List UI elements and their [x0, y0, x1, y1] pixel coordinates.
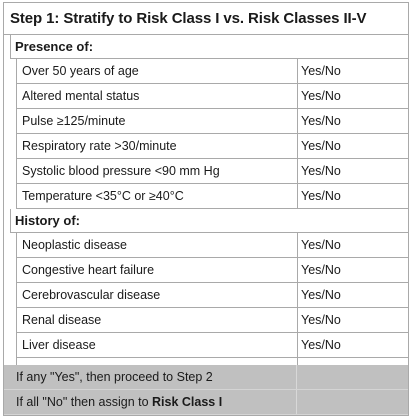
spacer-row [16, 358, 408, 365]
table-row: Liver disease Yes/No [16, 333, 408, 358]
answer-cell: Yes/No [297, 109, 409, 133]
answer-cell: Yes/No [297, 84, 409, 108]
criterion-label: Temperature <35°C or ≥40°C [22, 189, 184, 203]
answer-cell: Yes/No [297, 258, 409, 282]
criterion-label: Liver disease [22, 338, 96, 352]
table-row: Altered mental status Yes/No [16, 84, 408, 109]
answer-cell: Yes/No [297, 233, 409, 257]
table-row: Over 50 years of age Yes/No [16, 59, 408, 84]
criterion-label: Congestive heart failure [22, 263, 155, 277]
answer-cell: Yes/No [297, 333, 409, 357]
criterion-label: Respiratory rate >30/minute [22, 139, 177, 153]
criterion-label: Altered mental status [22, 89, 140, 103]
instruction-text: If any "Yes", then proceed to Step 2 [16, 370, 213, 384]
answer-cell: Yes/No [297, 59, 409, 83]
table-row: Systolic blood pressure <90 mm Hg Yes/No [16, 159, 408, 184]
table-row: Cerebrovascular disease Yes/No [16, 283, 408, 308]
answer-cell: Yes/No [297, 184, 409, 208]
footer-divider [296, 390, 297, 414]
table-row: Respiratory rate >30/minute Yes/No [16, 134, 408, 159]
instruction-prefix: If all "No" then assign to [16, 395, 153, 409]
table-row: Congestive heart failure Yes/No [16, 258, 408, 283]
spacer-divider [297, 358, 298, 365]
answer-cell: Yes/No [297, 134, 409, 158]
table-title: Step 1: Stratify to Risk Class I vs. Ris… [4, 3, 408, 35]
answer-cell: Yes/No [297, 159, 409, 183]
table-row: Renal disease Yes/No [16, 308, 408, 333]
instruction-row-assign: If all "No" then assign to Risk Class I [4, 390, 408, 415]
instruction-row-proceed: If any "Yes", then proceed to Step 2 [4, 365, 408, 390]
criterion-label: Cerebrovascular disease [22, 288, 161, 302]
table-row: Pulse ≥125/minute Yes/No [16, 109, 408, 134]
table-row: Neoplastic disease Yes/No [16, 233, 408, 258]
risk-stratification-table: Step 1: Stratify to Risk Class I vs. Ris… [3, 2, 409, 416]
section-heading-history: History of: [10, 209, 408, 233]
criterion-label: Pulse ≥125/minute [22, 114, 126, 128]
criterion-label: Renal disease [22, 313, 102, 327]
instruction-text: If all "No" then assign to Risk Class I [16, 390, 222, 414]
footer-divider [296, 365, 297, 389]
answer-cell: Yes/No [297, 283, 409, 307]
criterion-label: Systolic blood pressure <90 mm Hg [22, 164, 220, 178]
risk-class-label: Risk Class I [152, 395, 223, 409]
section-heading-presence: Presence of: [10, 35, 408, 59]
criterion-label: Over 50 years of age [22, 64, 139, 78]
criterion-label: Neoplastic disease [22, 238, 127, 252]
answer-cell: Yes/No [297, 308, 409, 332]
table-row: Temperature <35°C or ≥40°C Yes/No [16, 184, 408, 209]
